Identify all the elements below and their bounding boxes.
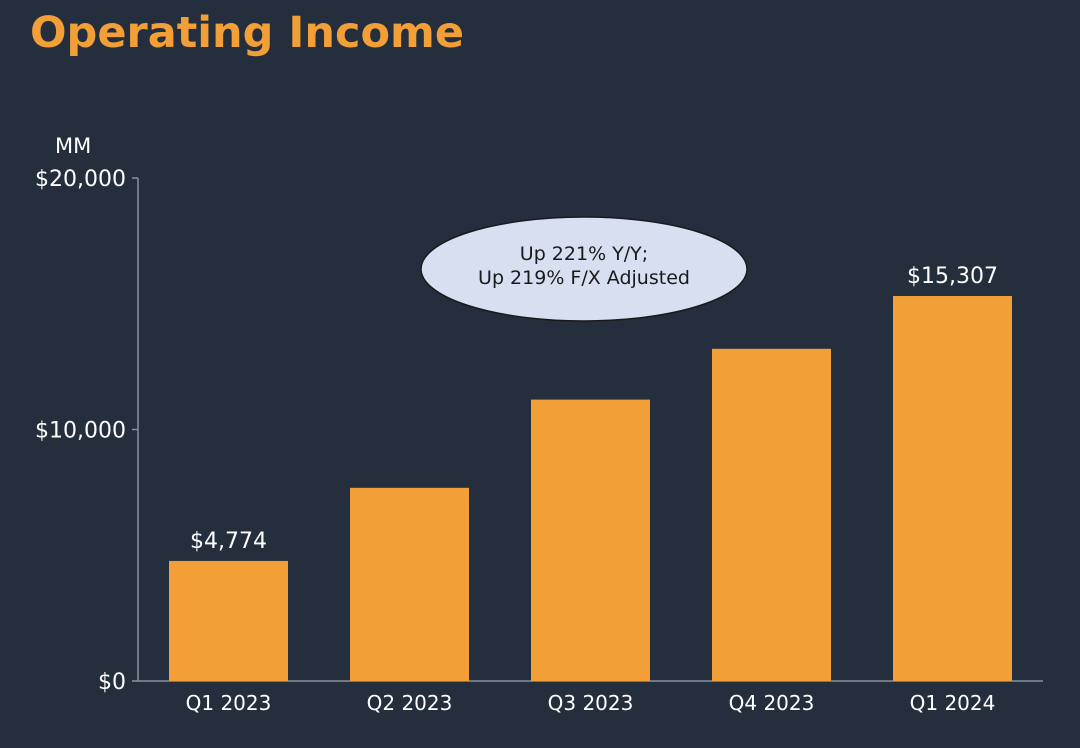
bar-q1-2024 bbox=[893, 296, 1012, 681]
bar-q4-2023 bbox=[712, 348, 831, 681]
bar-q1-2023 bbox=[169, 560, 288, 681]
callout-line-1: Up 221% Y/Y; bbox=[520, 243, 648, 265]
bar-q2-2023 bbox=[350, 487, 469, 681]
page-title: Operating Income bbox=[30, 8, 464, 58]
x-tick-label: Q4 2023 bbox=[729, 691, 815, 715]
y-tick-label: $0 bbox=[98, 670, 126, 695]
y-tick-label: $10,000 bbox=[35, 419, 126, 444]
callout-bubble: Up 221% Y/Y; Up 219% F/X Adjusted bbox=[420, 216, 748, 322]
bars bbox=[169, 296, 1012, 681]
bar-q3-2023 bbox=[531, 399, 650, 681]
data-label: $4,774 bbox=[190, 529, 267, 554]
y-tick-label: $20,000 bbox=[35, 167, 126, 192]
x-tick-label: Q3 2023 bbox=[548, 691, 634, 715]
callout-line-2: Up 219% F/X Adjusted bbox=[478, 267, 690, 289]
callout-ellipse bbox=[420, 216, 748, 322]
data-label: $15,307 bbox=[907, 264, 998, 289]
labels: $0 $10,000 $20,000 Q1 2023 $4,774 Q2 2023 Q3 2… bbox=[35, 167, 998, 715]
y-axis-unit-label: MM bbox=[55, 134, 91, 158]
x-tick-label: Q2 2023 bbox=[367, 691, 453, 715]
x-tick-label: Q1 2023 bbox=[186, 691, 272, 715]
x-tick-label: Q1 2024 bbox=[910, 691, 996, 715]
